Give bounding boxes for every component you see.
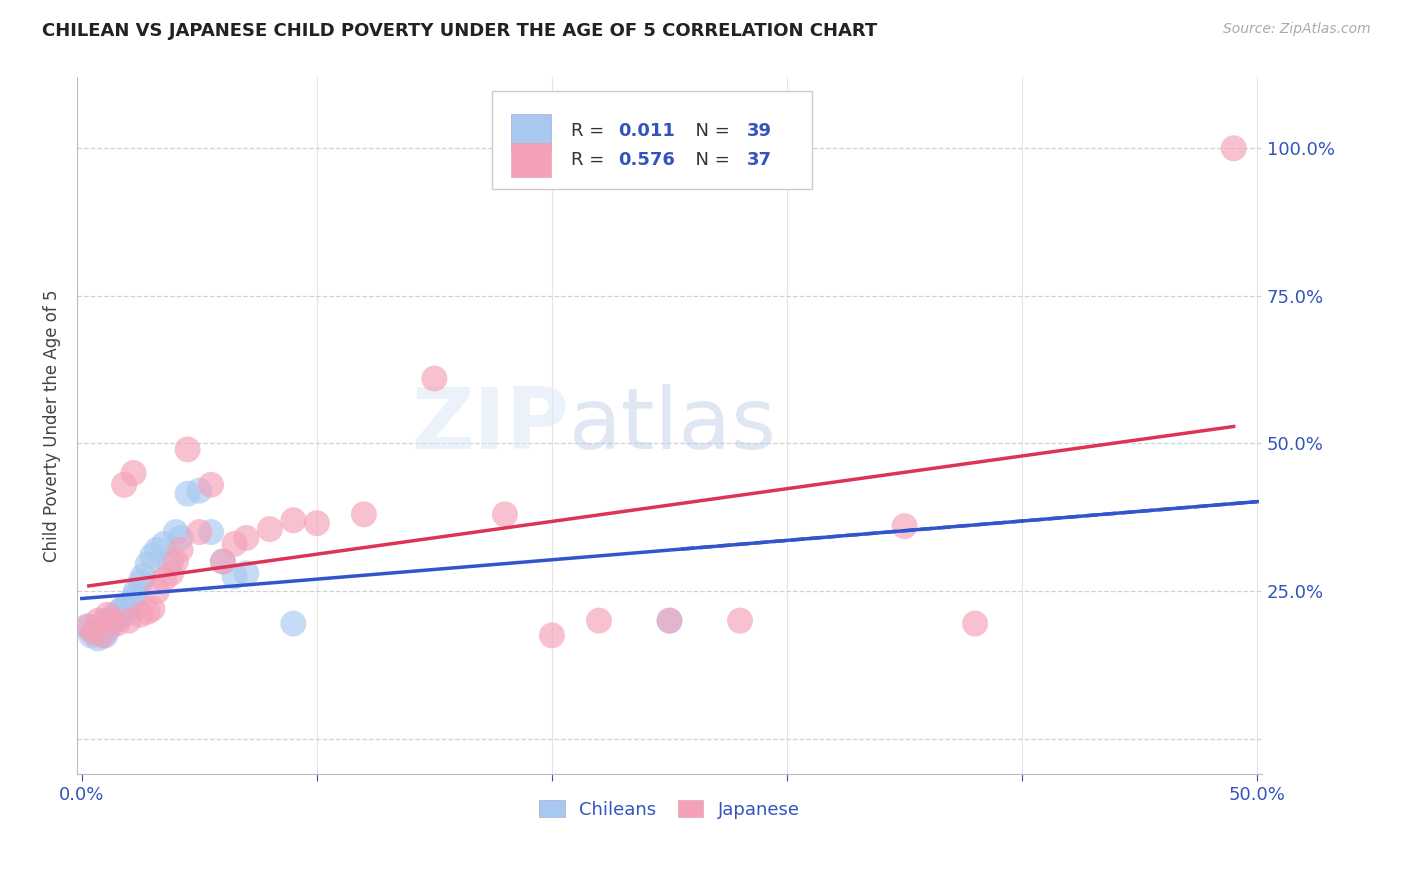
Point	[160, 566, 183, 581]
Point	[91, 616, 114, 631]
Point	[728, 614, 751, 628]
Text: N =: N =	[683, 151, 735, 169]
Point	[94, 628, 117, 642]
Point	[494, 508, 516, 522]
Point	[129, 575, 152, 590]
Y-axis label: Child Poverty Under the Age of 5: Child Poverty Under the Age of 5	[44, 290, 60, 562]
Point	[423, 371, 446, 385]
Point	[211, 555, 233, 569]
Text: CHILEAN VS JAPANESE CHILD POVERTY UNDER THE AGE OF 5 CORRELATION CHART: CHILEAN VS JAPANESE CHILD POVERTY UNDER …	[42, 22, 877, 40]
Text: 0.011: 0.011	[619, 122, 675, 140]
Point	[90, 625, 112, 640]
FancyBboxPatch shape	[510, 113, 551, 148]
Point	[224, 569, 246, 583]
Point	[91, 628, 114, 642]
FancyBboxPatch shape	[510, 143, 551, 178]
Point	[112, 478, 135, 492]
Text: 39: 39	[747, 122, 772, 140]
Point	[105, 616, 128, 631]
FancyBboxPatch shape	[492, 91, 811, 189]
Point	[153, 572, 176, 586]
Point	[87, 614, 110, 628]
Point	[80, 628, 103, 642]
Point	[97, 607, 120, 622]
Point	[235, 566, 257, 581]
Point	[588, 614, 610, 628]
Point	[77, 619, 100, 633]
Point	[658, 614, 681, 628]
Text: ZIP: ZIP	[411, 384, 569, 467]
Point	[146, 542, 169, 557]
Point	[160, 555, 183, 569]
Point	[1222, 141, 1244, 155]
Point	[120, 596, 142, 610]
Point	[176, 442, 198, 457]
Point	[101, 616, 124, 631]
Point	[118, 602, 141, 616]
Point	[153, 537, 176, 551]
Text: atlas: atlas	[569, 384, 776, 467]
Point	[200, 478, 222, 492]
Text: Source: ZipAtlas.com: Source: ZipAtlas.com	[1223, 22, 1371, 37]
Point	[136, 605, 159, 619]
Point	[98, 614, 121, 628]
Text: N =: N =	[683, 122, 735, 140]
Point	[97, 623, 120, 637]
Point	[224, 537, 246, 551]
Point	[283, 513, 305, 527]
Point	[146, 584, 169, 599]
Point	[112, 607, 135, 622]
Point	[658, 614, 681, 628]
Point	[122, 590, 145, 604]
Point	[132, 569, 155, 583]
Point	[165, 524, 187, 539]
Point	[104, 607, 127, 622]
Point	[141, 549, 163, 563]
Point	[111, 602, 134, 616]
Point	[94, 614, 117, 628]
Point	[122, 466, 145, 480]
Point	[141, 602, 163, 616]
Point	[108, 605, 131, 619]
Text: R =: R =	[571, 151, 610, 169]
Point	[101, 614, 124, 628]
Point	[353, 508, 375, 522]
Point	[118, 614, 141, 628]
Point	[188, 483, 211, 498]
Point	[169, 542, 191, 557]
Point	[129, 607, 152, 622]
Point	[200, 524, 222, 539]
Point	[105, 610, 128, 624]
Point	[211, 555, 233, 569]
Point	[76, 619, 98, 633]
Point	[136, 558, 159, 572]
Point	[87, 632, 110, 646]
Point	[83, 625, 105, 640]
Point	[541, 628, 564, 642]
Point	[283, 616, 305, 631]
Point	[893, 519, 915, 533]
Point	[176, 486, 198, 500]
Point	[188, 524, 211, 539]
Point	[259, 522, 281, 536]
Text: 0.576: 0.576	[619, 151, 675, 169]
Point	[83, 625, 105, 640]
Point	[235, 531, 257, 545]
Legend: Chileans, Japanese: Chileans, Japanese	[534, 795, 806, 824]
Point	[165, 555, 187, 569]
Point	[125, 584, 148, 599]
Point	[84, 623, 107, 637]
Point	[169, 531, 191, 545]
Point	[115, 599, 138, 613]
Point	[305, 516, 328, 531]
Text: 37: 37	[747, 151, 772, 169]
Text: R =: R =	[571, 122, 610, 140]
Point	[965, 616, 987, 631]
